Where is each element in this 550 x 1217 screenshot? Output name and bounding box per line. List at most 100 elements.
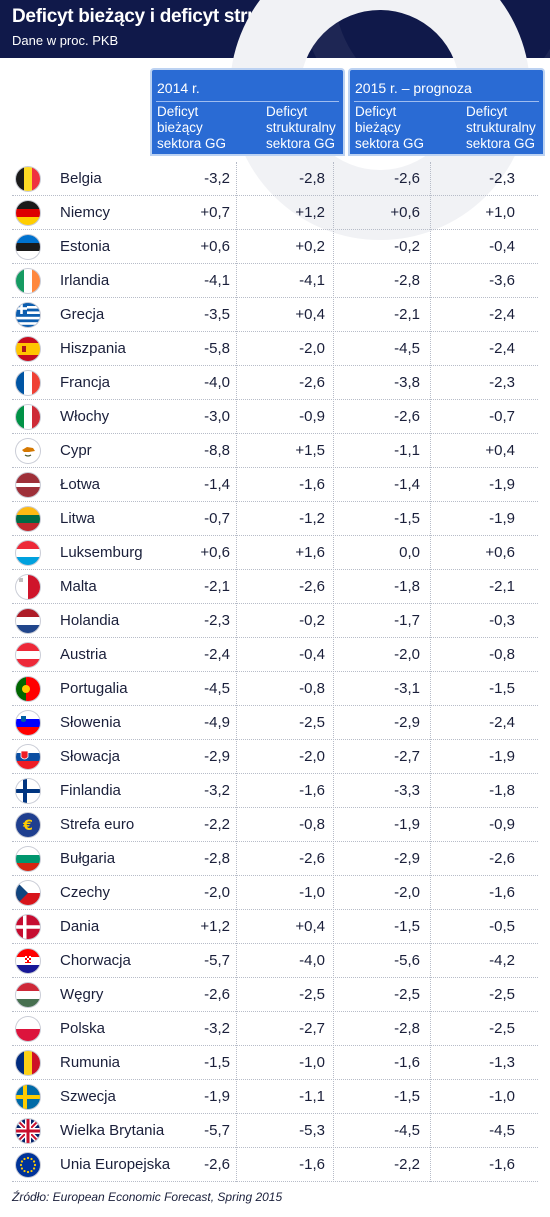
- value-2015-structural: -0,7: [489, 408, 515, 425]
- es-flag-icon: [16, 337, 40, 361]
- country-name: Luksemburg: [60, 544, 143, 561]
- table-row: Austria -2,4 -0,4 -2,0 -0,8: [0, 638, 550, 672]
- value-2015-structural: -4,2: [489, 952, 515, 969]
- value-2014-structural: -1,0: [299, 1054, 325, 1071]
- country-name: Słowenia: [60, 714, 121, 731]
- value-2014-structural: -1,6: [299, 476, 325, 493]
- gb-flag-icon: [16, 1119, 40, 1143]
- col-2014-structural-header: Deficyt strukturalny sektora GG: [266, 104, 336, 151]
- country-name: Grecja: [60, 306, 105, 323]
- row-divider: [12, 1181, 538, 1182]
- value-2014-current: -5,8: [204, 340, 230, 357]
- group-2015-divider: [354, 101, 539, 102]
- value-2015-current: -1,4: [394, 476, 420, 493]
- table-row: Czechy -2,0 -1,0 -2,0 -1,6: [0, 876, 550, 910]
- country-name: Unia Europejska: [60, 1156, 171, 1173]
- country-name: Litwa: [60, 510, 96, 527]
- value-2014-structural: +0,2: [295, 238, 325, 255]
- table-row: Hiszpania -5,8 -2,0 -4,5 -2,4: [0, 332, 550, 366]
- country-name: Strefa euro: [60, 816, 135, 833]
- value-2015-structural: -0,3: [489, 612, 515, 629]
- table-row: Francja -4,0 -2,6 -3,8 -2,3: [0, 366, 550, 400]
- value-2015-current: -3,8: [394, 374, 420, 391]
- value-2015-structural: -2,5: [489, 986, 515, 1003]
- value-2014-current: -1,4: [204, 476, 230, 493]
- value-2015-current: -2,9: [394, 850, 420, 867]
- table-row: Łotwa -1,4 -1,6 -1,4 -1,9: [0, 468, 550, 502]
- value-2014-current: -2,4: [204, 646, 230, 663]
- row-divider: [12, 535, 538, 536]
- gr-flag-icon: [16, 303, 40, 327]
- value-2014-current: -1,5: [204, 1054, 230, 1071]
- group-2015-label: 2015 r. – prognoza: [355, 80, 472, 96]
- value-2015-current: -0,2: [394, 238, 420, 255]
- row-divider: [12, 1045, 538, 1046]
- country-name: Hiszpania: [60, 340, 126, 357]
- value-2015-current: -2,2: [394, 1156, 420, 1173]
- value-2014-structural: -2,5: [299, 986, 325, 1003]
- value-2014-current: -2,1: [204, 578, 230, 595]
- value-2014-current: -5,7: [204, 1122, 230, 1139]
- row-divider: [12, 1079, 538, 1080]
- value-2015-structural: -1,3: [489, 1054, 515, 1071]
- value-2015-current: +0,6: [390, 204, 420, 221]
- data-table-body: Belgia -3,2 -2,8 -2,6 -2,3 Niemcy +0,7 +1,2 +0,6…: [0, 162, 550, 1182]
- row-divider: [12, 841, 538, 842]
- value-2014-current: +0,7: [200, 204, 230, 221]
- ie-flag-icon: [16, 269, 40, 293]
- lu-flag-icon: [16, 541, 40, 565]
- table-row: Bułgaria -2,8 -2,6 -2,9 -2,6: [0, 842, 550, 876]
- it-flag-icon: [16, 405, 40, 429]
- value-2014-structural: -0,8: [299, 680, 325, 697]
- table-row: Litwa -0,7 -1,2 -1,5 -1,9: [0, 502, 550, 536]
- at-flag-icon: [16, 643, 40, 667]
- value-2014-structural: -2,6: [299, 850, 325, 867]
- value-2014-current: -2,8: [204, 850, 230, 867]
- value-2014-structural: -2,6: [299, 578, 325, 595]
- value-2014-current: -2,6: [204, 1156, 230, 1173]
- value-2014-structural: +0,4: [295, 306, 325, 323]
- row-divider: [12, 229, 538, 230]
- country-name: Rumunia: [60, 1054, 121, 1071]
- row-divider: [12, 637, 538, 638]
- value-2014-structural: -0,4: [299, 646, 325, 663]
- table-row: Włochy -3,0 -0,9 -2,6 -0,7: [0, 400, 550, 434]
- value-2014-current: +0,6: [200, 544, 230, 561]
- value-2015-structural: +0,6: [485, 544, 515, 561]
- value-2015-current: -5,6: [394, 952, 420, 969]
- svg-text:€: €: [22, 818, 33, 834]
- value-2014-current: +0,6: [200, 238, 230, 255]
- row-divider: [12, 773, 538, 774]
- value-2014-current: -3,2: [204, 782, 230, 799]
- value-2015-structural: -1,9: [489, 510, 515, 527]
- country-name: Polska: [60, 1020, 106, 1037]
- pl-flag-icon: [16, 1017, 40, 1041]
- value-2014-structural: +1,6: [295, 544, 325, 561]
- table-row: Irlandia -4,1 -4,1 -2,8 -3,6: [0, 264, 550, 298]
- value-2014-structural: -5,3: [299, 1122, 325, 1139]
- country-name: Austria: [60, 646, 107, 663]
- value-2014-current: -8,8: [204, 442, 230, 459]
- hu-flag-icon: [16, 983, 40, 1007]
- row-divider: [12, 331, 538, 332]
- value-2014-structural: -4,1: [299, 272, 325, 289]
- row-divider: [12, 399, 538, 400]
- pt-flag-icon: [16, 677, 40, 701]
- row-divider: [12, 1113, 538, 1114]
- country-name: Belgia: [60, 170, 102, 187]
- value-2015-current: -1,9: [394, 816, 420, 833]
- fr-flag-icon: [16, 371, 40, 395]
- value-2015-current: -1,8: [394, 578, 420, 595]
- value-2014-current: -2,6: [204, 986, 230, 1003]
- value-2015-structural: -1,8: [489, 782, 515, 799]
- country-name: Chorwacja: [60, 952, 131, 969]
- value-2014-structural: -2,5: [299, 714, 325, 731]
- row-divider: [12, 1147, 538, 1148]
- be-flag-icon: [16, 167, 40, 191]
- value-2014-structural: -1,6: [299, 1156, 325, 1173]
- country-name: Włochy: [60, 408, 110, 425]
- row-divider: [12, 977, 538, 978]
- table-row: Luksemburg +0,6 +1,6 0,0 +0,6: [0, 536, 550, 570]
- value-2014-current: -2,2: [204, 816, 230, 833]
- euro-flag-icon: €: [16, 813, 40, 837]
